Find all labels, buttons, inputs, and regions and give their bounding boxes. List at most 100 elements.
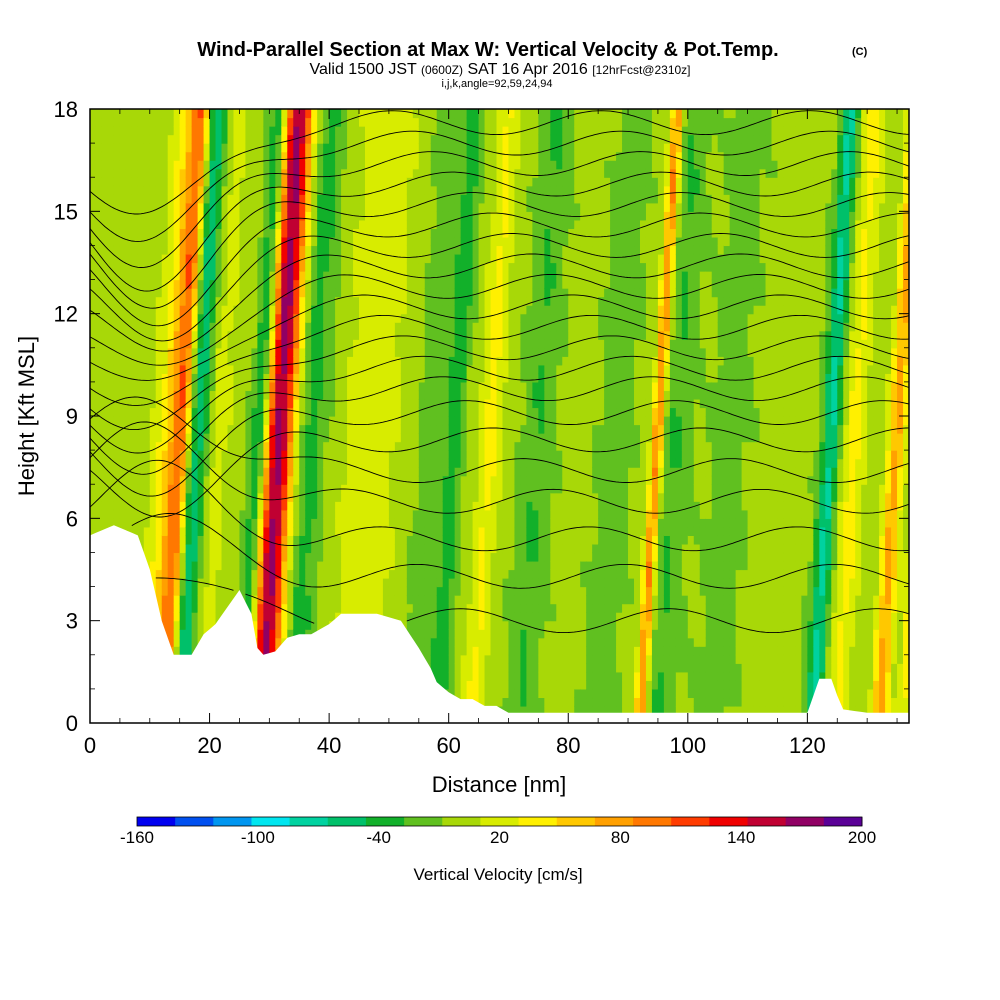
velocity-cell (269, 373, 276, 383)
velocity-cell (466, 484, 474, 494)
velocity-cell (203, 467, 211, 477)
velocity-cell (454, 475, 462, 485)
velocity-cell (460, 236, 468, 247)
velocity-cell (149, 543, 157, 554)
velocity-cell (323, 305, 330, 315)
velocity-cell (466, 279, 474, 289)
velocity-cell (359, 424, 366, 434)
velocity-cell (424, 475, 432, 485)
velocity-cell (329, 305, 336, 315)
velocity-cell (472, 279, 480, 289)
velocity-cell (179, 475, 187, 485)
velocity-cell (257, 424, 264, 434)
velocity-cell (215, 595, 223, 605)
velocity-cell (221, 450, 229, 460)
velocity-cell (227, 160, 235, 170)
velocity-cell (406, 518, 414, 528)
velocity-cell (454, 390, 462, 400)
velocity-cell (281, 424, 288, 434)
velocity-cell (221, 143, 229, 153)
velocity-cell (353, 143, 360, 153)
velocity-cell (299, 526, 306, 536)
velocity-cell (496, 543, 504, 554)
velocity-cell (197, 560, 205, 571)
velocity-cell (466, 416, 474, 426)
velocity-cell (376, 219, 384, 229)
velocity-cell (275, 475, 282, 485)
velocity-cell (412, 356, 420, 366)
velocity-cell (119, 296, 127, 306)
velocity-cell (412, 637, 420, 647)
velocity-cell (460, 228, 468, 238)
velocity-cell (173, 416, 181, 426)
velocity-cell (263, 518, 270, 528)
velocity-cell (317, 526, 324, 536)
velocity-cell (167, 450, 175, 460)
velocity-cell (466, 543, 474, 554)
velocity-cell (484, 134, 492, 144)
velocity-cell (347, 390, 354, 400)
velocity-cell (203, 526, 211, 536)
velocity-cell (502, 612, 510, 622)
velocity-cell (137, 535, 145, 545)
velocity-cell (149, 126, 157, 136)
velocity-cell (221, 271, 229, 281)
velocity-cell (353, 595, 360, 605)
velocity-cell (299, 578, 306, 588)
velocity-cell (460, 578, 468, 588)
velocity-cell (263, 458, 270, 468)
velocity-cell (191, 612, 199, 622)
velocity-cell (191, 467, 199, 477)
velocity-cell (239, 202, 247, 212)
velocity-cell (191, 492, 199, 502)
velocity-cell (287, 126, 294, 136)
velocity-cell (466, 381, 474, 392)
velocity-cell (484, 475, 492, 485)
velocity-cell (317, 313, 324, 323)
velocity-cell (95, 271, 103, 281)
velocity-cell (317, 560, 324, 571)
velocity-cell (203, 416, 211, 426)
velocity-cell (275, 433, 282, 443)
velocity-cell (137, 407, 145, 417)
velocity-cell (412, 219, 420, 229)
velocity-cell (359, 296, 366, 306)
velocity-cell (382, 586, 390, 596)
velocity-cell (430, 484, 438, 494)
velocity-cell (239, 253, 247, 264)
velocity-cell (281, 228, 288, 238)
velocity-cell (442, 475, 450, 485)
velocity-cell (167, 509, 175, 519)
velocity-cell (424, 492, 432, 502)
velocity-cell (251, 526, 258, 536)
velocity-cell (496, 552, 504, 562)
velocity-cell (472, 603, 480, 613)
velocity-cell (460, 117, 468, 127)
velocity-cell (137, 450, 145, 460)
velocity-cell (197, 492, 205, 502)
velocity-cell (311, 475, 318, 485)
velocity-cell (376, 569, 384, 579)
velocity-cell (335, 373, 342, 383)
velocity-cell (388, 313, 396, 323)
velocity-cell (299, 168, 306, 178)
velocity-cell (347, 535, 354, 545)
velocity-cell (376, 578, 384, 588)
velocity-cell (376, 364, 384, 374)
velocity-cell (221, 160, 229, 170)
velocity-cell (209, 518, 217, 528)
velocity-cell (382, 467, 390, 477)
velocity-cell (353, 390, 360, 400)
velocity-cell (317, 143, 324, 153)
velocity-cell (400, 381, 408, 392)
velocity-cell (490, 194, 498, 204)
velocity-cell (245, 398, 253, 409)
velocity-cell (490, 424, 498, 434)
velocity-cell (161, 168, 169, 178)
velocity-cell (323, 109, 330, 119)
velocity-cell (299, 288, 306, 298)
velocity-cell (454, 492, 462, 502)
velocity-cell (359, 441, 366, 451)
velocity-cell (353, 373, 360, 383)
velocity-cell (227, 339, 235, 349)
